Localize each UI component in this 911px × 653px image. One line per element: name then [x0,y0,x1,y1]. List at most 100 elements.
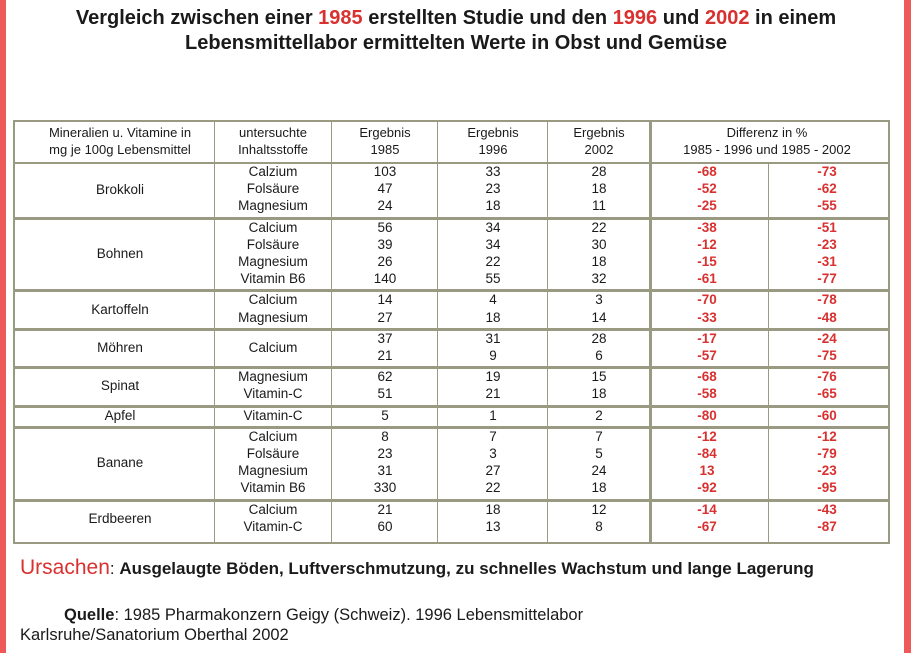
column-header: 1996 [478,142,508,157]
value-1985: 23 [377,446,393,461]
diff-1985-2002: -95 [817,480,837,496]
source-text-line-2: Karlsruhe/Sanatorium Oberthal 2002 [20,626,289,644]
column-header: 2002 [584,142,614,157]
title-year-2002: 2002 [704,7,750,29]
column-divider [437,122,438,542]
value-1996: 4 [489,292,497,308]
group-divider [15,498,888,502]
diff-1985-1996: -12 [697,236,717,252]
food-label: Kartoffeln [91,301,149,317]
diff-1985-1996: -67 [697,518,717,534]
value-2002: 2 [595,407,603,423]
diff-1985-1996: -15 [697,254,717,269]
value-2002: 32 [591,271,607,287]
value-1985: 51 [377,386,393,402]
food-label: Apfel [104,408,136,424]
diff-1985-1996: -33 [697,309,717,325]
title-text: in einem [749,7,837,29]
value-1985: 39 [377,236,393,252]
column-divider [331,122,332,542]
diff-1985-2002: -62 [817,181,837,197]
value-2002: 30 [591,236,607,252]
nutrient-label: Folsäure [246,181,300,197]
nutrient-label: Vitamin-C [243,407,303,423]
value-1996: 21 [485,386,501,402]
diff-1985-2002: -79 [817,446,837,461]
diff-1985-2002: -55 [817,198,837,214]
diff-1985-1996: -80 [697,407,717,423]
diff-1985-1996: -14 [697,501,717,517]
nutrient-label: Calcium [248,501,298,517]
value-1985: 60 [377,518,393,534]
group-divider [15,404,888,408]
diff-1985-2002: -48 [817,309,837,325]
value-1996: 23 [485,181,501,197]
diff-1985-2002: -43 [817,501,837,517]
value-1996: 18 [485,198,501,214]
header-divider [15,162,888,164]
value-1985: 14 [377,292,393,308]
diff-1985-1996: -38 [697,219,717,235]
diff-1985-2002: -78 [817,292,837,308]
value-1996: 9 [489,348,497,363]
value-1996: 18 [485,501,501,517]
value-1985: 21 [377,501,393,517]
nutrient-label: Magnesium [238,309,308,325]
nutrient-label: Calcium [248,428,298,444]
causes-section: Ursachen: Ausgelaugte Böden, Luftverschm… [20,557,890,579]
comparison-table: Mineralien u. Vitamine in mg je 100g Lebe… [13,120,890,544]
column-divider [768,162,769,542]
title-text: erstellten Studie und den [362,7,613,29]
value-1985: 103 [373,164,397,179]
title-text: Vergleich zwischen einer [75,7,319,29]
value-2002: 8 [595,518,603,534]
value-1985: 140 [373,271,397,287]
value-1985: 62 [377,369,393,385]
title-line-2: Lebensmittellabor ermittelten Werte in O… [185,32,727,54]
column-header: untersuchte [239,125,307,140]
diff-1985-1996: -58 [697,386,717,402]
food-label: Banane [96,455,144,471]
value-1996: 34 [485,236,501,252]
value-2002: 18 [591,386,607,402]
food-label: Bohnen [96,246,144,261]
column-header: mg je 100g Lebensmittel [49,142,191,157]
diff-1985-1996: -68 [697,369,717,385]
left-accent-bar [0,0,6,653]
group-divider [15,289,888,293]
value-1996: 19 [485,369,501,385]
value-1996: 1 [489,407,497,423]
diff-1985-1996: 13 [699,463,715,479]
right-accent-bar [904,0,911,653]
diff-1985-2002: -51 [817,219,837,235]
value-1985: 31 [377,463,393,479]
diff-1985-1996: -12 [697,428,717,444]
diff-1985-1996: -61 [697,271,717,287]
diff-1985-1996: -70 [697,292,717,308]
column-header: Ergebnis [467,125,519,140]
value-2002: 15 [591,369,607,385]
value-1996: 22 [485,254,501,269]
nutrient-label: Magnesium [238,369,308,385]
value-1996: 18 [485,309,501,325]
column-header: Inhaltsstoffe [238,142,308,157]
value-2002: 18 [591,181,607,197]
causes-colon: : [109,559,120,578]
value-1996: 31 [485,330,501,346]
column-header: 1985 [370,142,400,157]
diff-1985-1996: -92 [697,480,717,496]
value-1985: 21 [377,348,393,363]
page-title: Vergleich zwischen einer 1985 erstellten… [10,6,902,56]
column-header: Differenz in % [726,125,808,140]
column-header: 1985 - 1996 und 1985 - 2002 [683,142,851,157]
diff-1985-2002: -77 [817,271,837,287]
diff-1985-2002: -23 [817,463,837,479]
nutrient-label: Magnesium [238,463,308,479]
value-1996: 33 [485,164,501,179]
value-1985: 26 [377,254,393,269]
value-1996: 13 [485,518,501,534]
value-1996: 55 [485,271,501,287]
diff-1985-2002: -60 [817,407,837,423]
value-1985: 330 [373,480,397,496]
nutrient-label: Vitamin-C [243,386,303,402]
